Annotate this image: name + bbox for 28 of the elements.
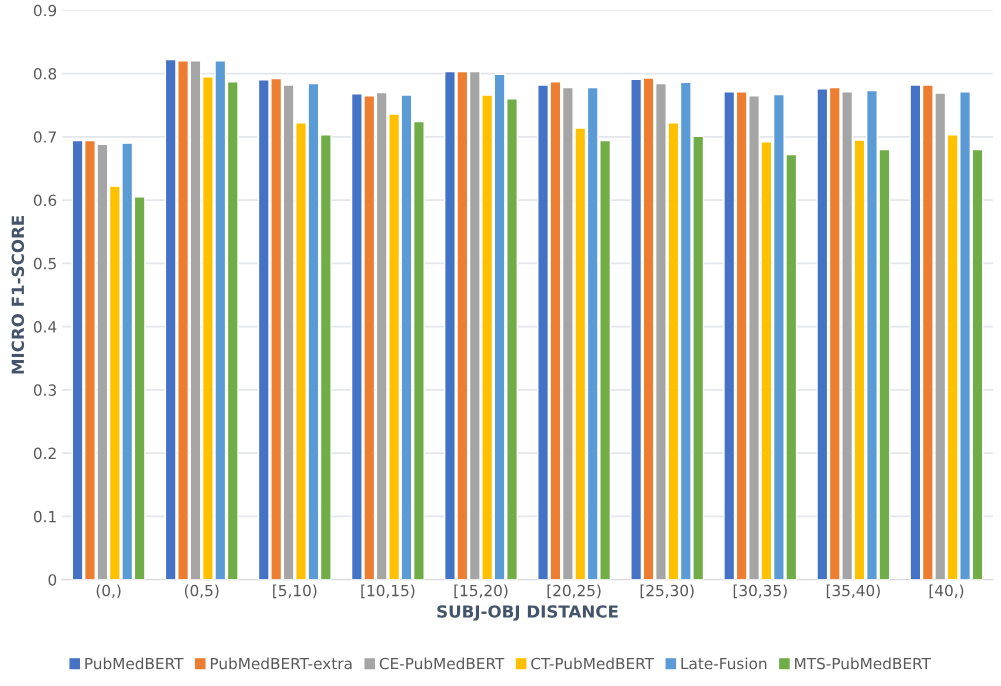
y-tick-label: 0.9 (33, 4, 57, 17)
legend-label: PubMedBERT (85, 657, 184, 670)
y-tick-label: 0.7 (33, 131, 56, 143)
y-tick-label: 0.3 (33, 384, 56, 396)
x-axis-title: SUBJ-OBJ DISTANCE (437, 605, 618, 621)
legend-label: Late-Fusion (681, 657, 767, 670)
y-tick-label: 0.4 (33, 321, 57, 333)
x-tick-label: [30,35) (733, 584, 787, 599)
y-axis-title: MICRO F1-SCORE (11, 216, 25, 374)
legend-label: PubMedBERT-extra (210, 657, 352, 670)
legend-label: CE-PubMedBERT (379, 657, 505, 670)
x-tick-label: [10,15) (361, 584, 415, 599)
y-tick-label: 0.1 (33, 510, 56, 523)
y-tick-label: 0.6 (33, 194, 57, 207)
legend-label: MTS-PubMedBERT (795, 657, 931, 670)
x-tick-label: [40,) (929, 584, 964, 599)
x-tick-label: (0,5) (184, 584, 219, 599)
x-tick-label: [15,20) (454, 584, 508, 599)
x-tick-label: [5,10) (273, 584, 317, 599)
x-tick-label: [20,25) (547, 584, 601, 599)
x-tick-label: [25,30) (640, 584, 694, 599)
y-tick-label: 0 (48, 574, 57, 586)
x-tick-label: (0,) (96, 584, 121, 599)
x-tick-label: [35,40) (826, 584, 880, 599)
y-tick-label: 0.8 (33, 68, 57, 80)
y-tick-label: 0.5 (33, 257, 56, 270)
legend-label: CT-PubMedBERT (531, 657, 655, 670)
y-tick-label: 0.2 (33, 447, 56, 460)
